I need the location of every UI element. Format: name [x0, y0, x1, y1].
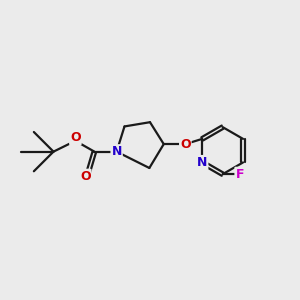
- Text: O: O: [180, 138, 190, 151]
- Text: O: O: [70, 131, 81, 144]
- Text: F: F: [236, 168, 244, 181]
- Text: N: N: [197, 156, 207, 169]
- Text: N: N: [111, 145, 122, 158]
- Text: O: O: [80, 170, 91, 183]
